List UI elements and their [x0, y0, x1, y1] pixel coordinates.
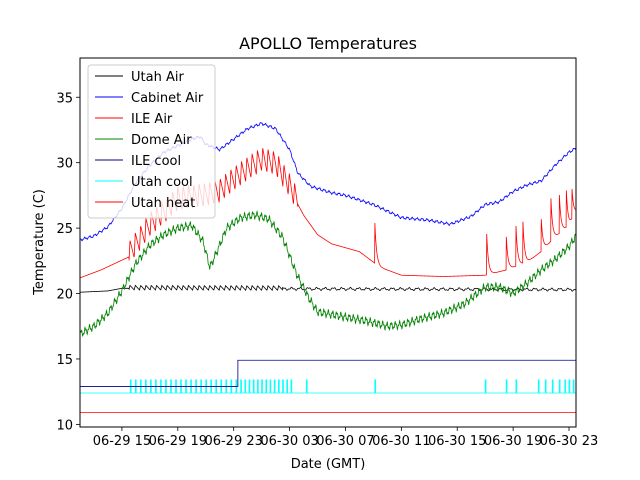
- x-tick-label: 06-30 15: [428, 434, 486, 449]
- series-line-dome-air: [80, 210, 576, 337]
- legend-label: Utah heat: [131, 196, 195, 211]
- legend: Utah Air Cabinet Air ILE Air Dome Air ILE co…: [87, 64, 216, 219]
- y-tick-label: 35: [56, 91, 73, 106]
- x-tick-label: 06-29 15: [93, 434, 151, 449]
- x-tick-label: 06-30 19: [484, 434, 542, 449]
- legend-frame: [87, 64, 216, 219]
- plot-series: [80, 122, 576, 414]
- y-tick-label: 20: [56, 288, 73, 303]
- x-tick-label: 06-30 11: [372, 434, 430, 449]
- series-line-ile-cool: [80, 359, 576, 387]
- y-tick-label: 25: [56, 222, 73, 237]
- y-axis-label: Temperature (C): [32, 189, 47, 296]
- y-tick-label: 10: [56, 418, 73, 433]
- x-tick-label: 06-29 23: [204, 434, 262, 449]
- x-axis-label: Date (GMT): [291, 457, 366, 472]
- legend-label: Dome Air: [131, 133, 192, 148]
- y-axis: 10 15 20 25 30 35: [56, 91, 80, 433]
- plot-frame: [79, 57, 577, 428]
- y-tick-label: 15: [56, 353, 73, 368]
- y-tick-label: 30: [56, 157, 73, 172]
- x-tick-label: 06-30 07: [316, 434, 374, 449]
- legend-label: Utah cool: [131, 175, 193, 190]
- legend-label: Utah Air: [131, 70, 184, 85]
- legend-label: Cabinet Air: [131, 91, 204, 106]
- x-tick-label: 06-29 19: [149, 434, 207, 449]
- legend-label: ILE Air: [131, 112, 173, 127]
- x-tick-label: 06-30 03: [260, 434, 318, 449]
- x-tick-label: 06-30 23: [540, 434, 598, 449]
- chart-title: APOLLO Temperatures: [239, 34, 417, 53]
- legend-label: ILE cool: [131, 154, 181, 169]
